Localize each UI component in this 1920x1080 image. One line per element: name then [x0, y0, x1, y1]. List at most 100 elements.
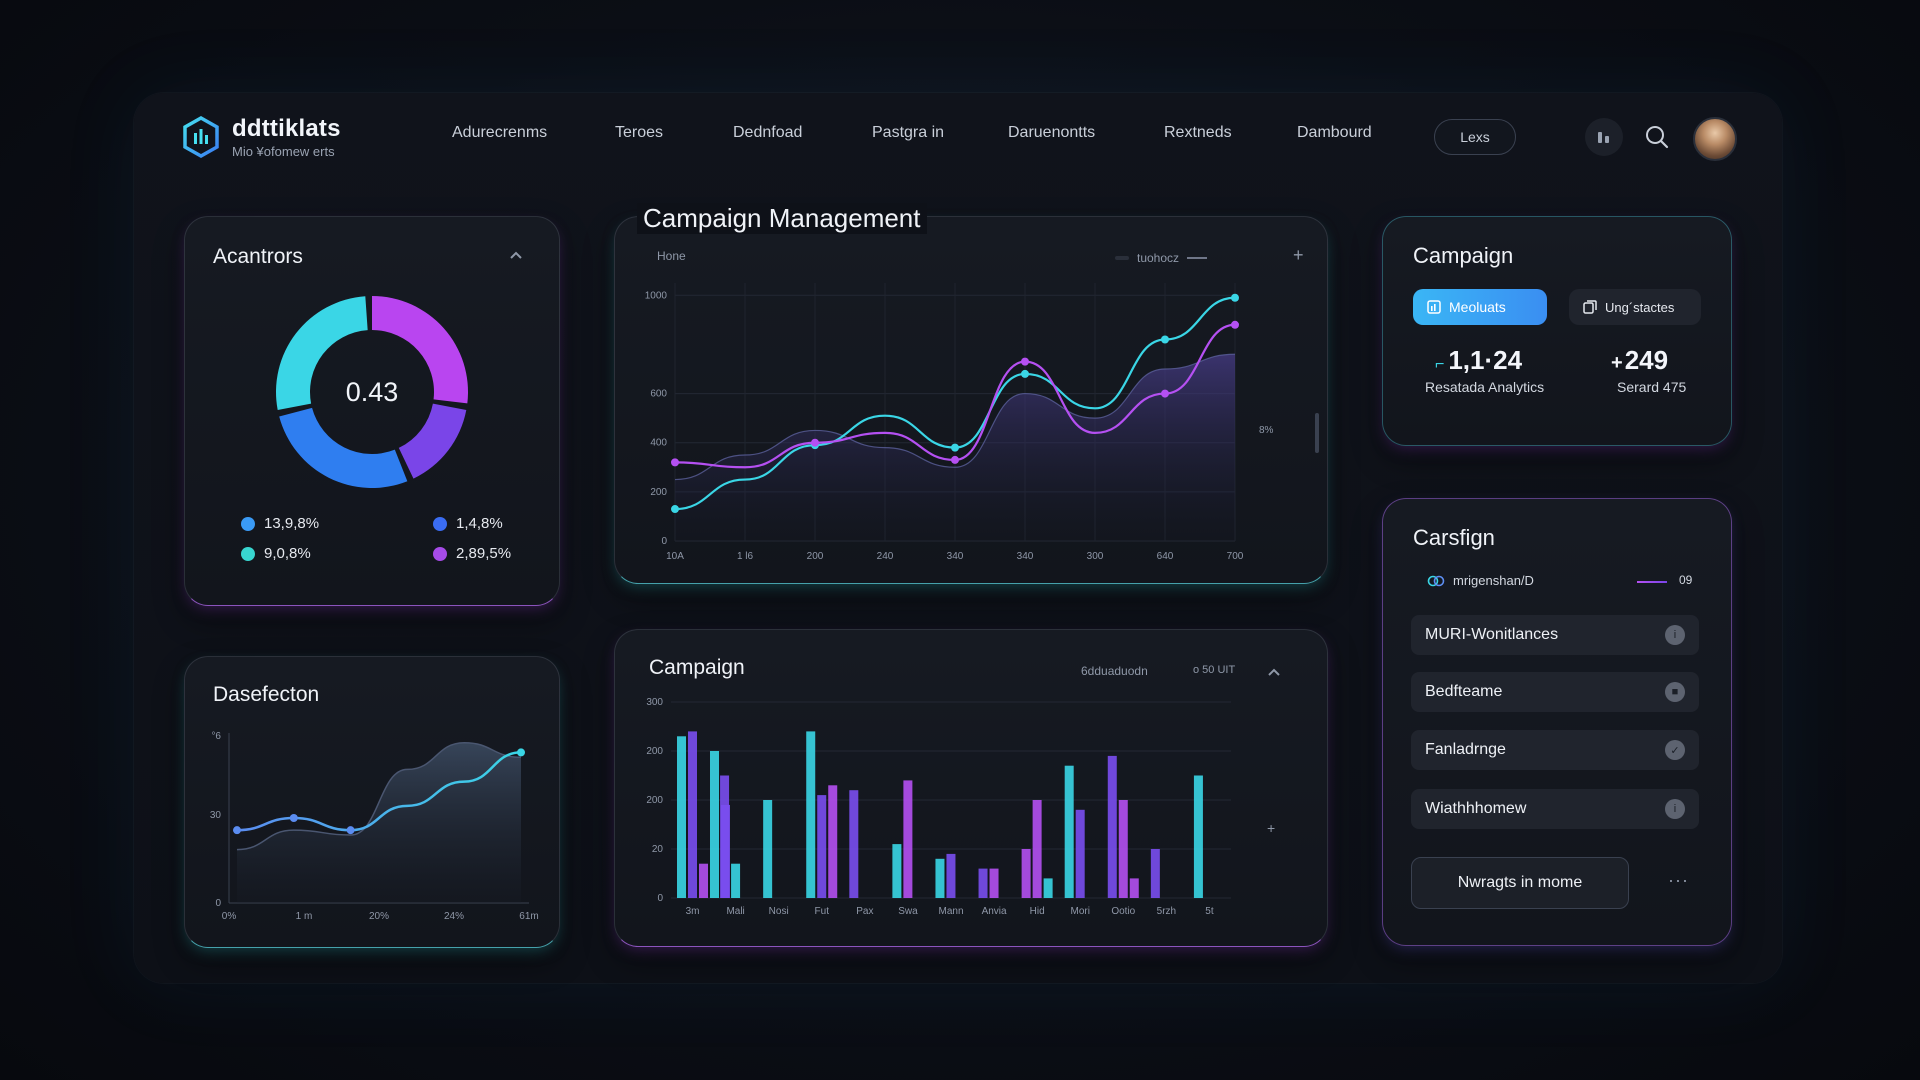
nav-item-3[interactable]: Dednfoad [733, 124, 803, 141]
list-item-label: Fanladrnge [1425, 741, 1506, 758]
main-chart-legend-right: tuohocz [1115, 251, 1208, 265]
nav-item-7[interactable]: Dambourd [1297, 124, 1372, 141]
bar [1032, 800, 1042, 898]
header-pill-button[interactable]: Lexs [1434, 119, 1516, 155]
legend-item: 9,0,8% [241, 545, 311, 562]
series-line [674, 353, 1236, 481]
data-point [671, 505, 679, 514]
more-icon[interactable]: ··· [1668, 870, 1689, 890]
y-tick-label: 0 [215, 898, 221, 909]
donut-card-title: Acantrors [213, 245, 303, 268]
x-tick-label: Swa [898, 906, 918, 917]
list-item[interactable]: Bedfteame ■ [1411, 672, 1699, 712]
data-point [951, 455, 959, 464]
x-tick-label: 640 [1157, 551, 1174, 562]
main-chart-legend-left: Hone [657, 249, 686, 263]
stat1-prefix: ⌐ [1435, 356, 1445, 373]
list-item-label: Wiathhhomew [1425, 800, 1527, 817]
y-tick-label: °6 [211, 731, 221, 742]
y-tick-label: 200 [646, 795, 663, 806]
x-tick-label: 240 [877, 551, 894, 562]
x-tick-label: 700 [1227, 551, 1244, 562]
list-item[interactable]: MURI-Wonitlances i [1411, 615, 1699, 655]
data-point [811, 438, 819, 447]
legend-dot [433, 516, 447, 531]
area-series [675, 354, 1235, 541]
filter-value: 09 [1679, 573, 1693, 587]
legend-right-label: tuohocz [1137, 251, 1180, 265]
x-tick-label: Mali [726, 906, 744, 917]
legend-item: 1,4,8% [433, 515, 503, 532]
user-avatar[interactable] [1693, 117, 1737, 161]
x-tick-label: 10A [666, 551, 684, 562]
nav-item-1[interactable]: Adurecrenms [452, 124, 548, 141]
campaign-stats-title: Campaign [1413, 243, 1514, 268]
main-line-chart: 1000 600 400 200 0 10A 1 l6 200 240 340 340 300 640 7… [645, 283, 1244, 562]
y-tick-label: 30 [210, 810, 222, 821]
bar [1107, 755, 1117, 898]
x-tick-label: 300 [1087, 551, 1104, 562]
link-icon [1427, 575, 1445, 586]
legend-item: 13,9,8% [241, 515, 319, 532]
chart-icon[interactable] [1585, 118, 1623, 156]
nav-item-4[interactable]: Pastgra in [872, 124, 945, 141]
nav-item-5[interactable]: Daruenontts [1008, 124, 1096, 141]
donut-segment [276, 296, 368, 410]
bar [903, 780, 913, 898]
add-icon[interactable]: + [1293, 245, 1304, 265]
filter-bar [1637, 581, 1667, 583]
copy-icon [1583, 300, 1597, 314]
chevron-up-icon[interactable] [1267, 666, 1281, 680]
donut-segment [279, 407, 408, 488]
nav-item-2[interactable]: Teroes [615, 124, 664, 141]
list-item[interactable]: Wiathhhomew i [1411, 789, 1699, 829]
data-point [289, 814, 298, 822]
check-icon[interactable]: ✓ [1665, 740, 1685, 760]
y-tick-label: 200 [646, 746, 663, 757]
chart-icon [1427, 300, 1441, 314]
main-chart-right-label: 8% [1259, 425, 1274, 436]
stop-icon[interactable]: ■ [1665, 682, 1685, 702]
tab-updates[interactable]: Ung´stactes [1569, 289, 1701, 325]
donut-center-value: 0.43 [346, 377, 399, 407]
search-icon[interactable] [1638, 118, 1676, 156]
x-tick-label: 340 [947, 551, 964, 562]
legend-swatch [1115, 256, 1129, 260]
scrollbar[interactable] [1315, 413, 1319, 453]
stat2-number: 249 [1624, 345, 1669, 375]
bar [720, 775, 730, 898]
list-item-label: MURI-Wonitlances [1425, 626, 1559, 643]
brand-logo[interactable]: ddttiklats Mio ¥ofomew erts [182, 115, 341, 159]
nav-item-6[interactable]: Rextneds [1164, 124, 1232, 141]
y-tick-label: 0 [657, 893, 663, 904]
bar [1118, 800, 1128, 898]
bar [849, 790, 859, 898]
x-tick-label: Anvia [982, 906, 1007, 917]
data-point [1161, 335, 1169, 344]
x-tick-label: Ootio [1111, 906, 1135, 917]
donut-segment [372, 296, 468, 404]
filter-label: mrigenshan/D [1453, 573, 1534, 588]
chevron-up-icon[interactable] [509, 249, 523, 263]
data-point [1161, 389, 1169, 398]
tab-updates-label: Ung´stactes [1605, 299, 1675, 315]
stat2-label: Serard 475 [1617, 379, 1687, 395]
add-icon[interactable]: + [1267, 820, 1276, 836]
x-tick-label: 61m [519, 911, 538, 922]
bar [731, 863, 741, 898]
bar [828, 785, 838, 898]
y-tick-label: 400 [650, 438, 667, 449]
stat1-number: 1,1·24 [1448, 345, 1523, 375]
data-point [1231, 293, 1239, 302]
x-tick-label: 1 m [296, 911, 313, 922]
x-tick-label: 24% [444, 911, 464, 922]
x-tick-label: Hid [1030, 906, 1045, 917]
bar [1150, 849, 1160, 898]
info-icon[interactable]: i [1665, 799, 1685, 819]
info-icon[interactable]: i [1665, 625, 1685, 645]
list-item[interactable]: Fanladrnge ✓ [1411, 730, 1699, 770]
tab-metrics[interactable]: Meoluats [1413, 289, 1547, 325]
action-button[interactable]: Nwragts in mome [1411, 857, 1629, 909]
filter-row[interactable]: mrigenshan/D [1427, 573, 1534, 588]
donut-card: Acantrors 0.43 13,9,8% 1,4,8% 9,0,8% 2,8… [184, 216, 560, 606]
